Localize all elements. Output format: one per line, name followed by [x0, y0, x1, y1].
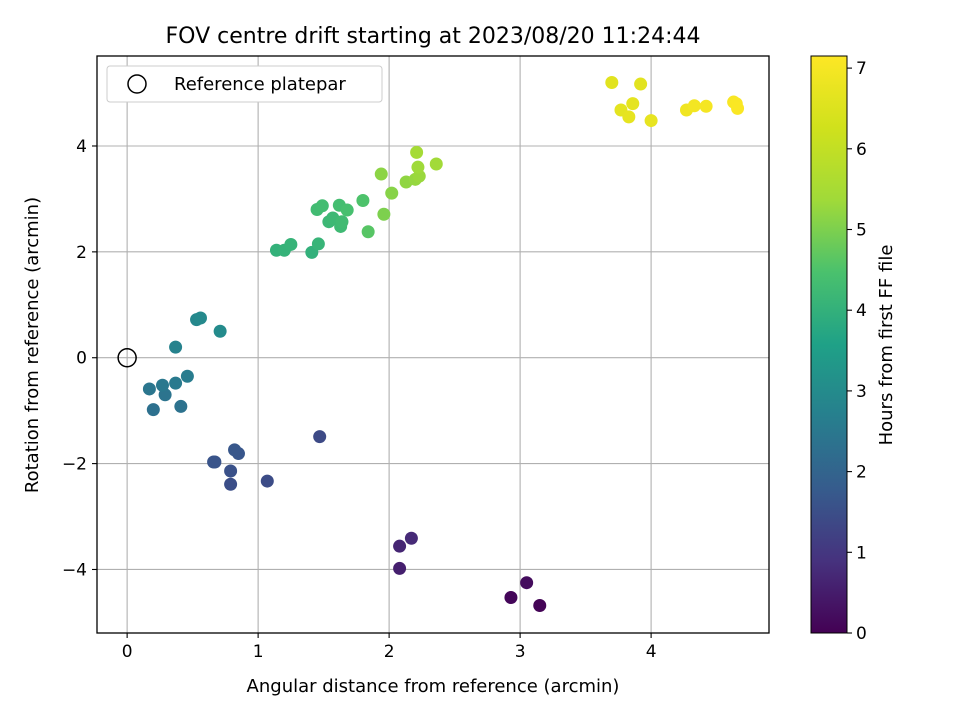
colorbar-tick-label: 3 [856, 382, 867, 402]
data-point [622, 110, 636, 124]
data-point [533, 598, 547, 612]
data-point [180, 369, 194, 383]
y-axis-ticks: −4 −2 0 2 4 [62, 137, 97, 580]
data-point [687, 99, 701, 113]
data-point [142, 382, 156, 396]
colorbar-tick-label: 4 [856, 301, 867, 321]
data-point [393, 539, 407, 553]
x-tick-label: 4 [646, 642, 657, 662]
legend-reference-icon [127, 74, 147, 94]
legend-box [106, 65, 383, 103]
y-tick-label: −4 [62, 560, 87, 580]
y-tick-label: 2 [76, 243, 87, 263]
x-tick-label: 2 [384, 642, 395, 662]
data-point [404, 531, 418, 545]
data-points [142, 75, 745, 612]
y-tick-label: 4 [76, 137, 87, 157]
x-axis-ticks: 0 1 2 3 4 [122, 633, 657, 662]
data-point [207, 455, 221, 469]
colorbar-tick-label: 2 [856, 463, 867, 483]
chart-title: FOV centre drift starting at 2023/08/20 … [166, 24, 701, 49]
data-point [228, 443, 242, 457]
data-point [155, 378, 169, 392]
data-point [377, 207, 391, 221]
data-point [284, 237, 298, 251]
data-point [340, 203, 354, 217]
colorbar-gradient [810, 55, 848, 634]
reference-platepar-marker [117, 347, 137, 368]
data-point [411, 160, 425, 174]
plot-area: 0 1 2 3 4 −4 −2 0 2 4 [62, 55, 770, 662]
colorbar-tick-label: 1 [856, 543, 867, 563]
x-tick-label: 1 [253, 642, 264, 662]
data-point [169, 340, 183, 354]
data-point [393, 561, 407, 575]
data-point [335, 215, 349, 229]
data-point [504, 591, 518, 605]
data-point [315, 199, 329, 213]
y-tick-label: 0 [76, 349, 87, 369]
data-point [429, 157, 443, 171]
data-point [731, 101, 745, 115]
data-point [213, 324, 227, 338]
x-tick-label: 3 [515, 642, 526, 662]
colorbar-tick-label: 7 [856, 59, 867, 79]
data-point [634, 77, 648, 91]
colorbar-tick-label: 5 [856, 221, 867, 241]
data-point [146, 403, 160, 417]
data-point [361, 225, 375, 239]
x-tick-label: 0 [122, 642, 133, 662]
data-point [626, 97, 640, 111]
data-point [169, 376, 183, 390]
data-point [374, 167, 388, 181]
y-axis-label: Rotation from reference (arcmin) [22, 197, 43, 493]
colorbar-ticks: 0 1 2 3 4 5 6 7 [847, 59, 867, 644]
data-point [699, 99, 713, 113]
plot-frame [96, 55, 770, 634]
data-point [644, 114, 658, 128]
data-point [385, 186, 399, 200]
colorbar-tick-label: 6 [856, 140, 867, 160]
y-tick-label: −2 [62, 455, 87, 475]
legend-label: Reference platepar [174, 74, 346, 95]
x-axis-label: Angular distance from reference (arcmin) [247, 676, 620, 697]
data-point [224, 464, 238, 478]
data-point [224, 477, 238, 491]
data-point [193, 311, 207, 325]
colorbar-label: Hours from first FF file [876, 245, 897, 446]
data-point [356, 194, 370, 208]
data-point [520, 576, 534, 590]
data-point [311, 237, 325, 251]
colorbar: 0 1 2 3 4 5 6 7 Hours from first FF file [810, 55, 897, 644]
data-point [174, 399, 188, 413]
data-point [260, 474, 274, 488]
plot-background [97, 56, 769, 633]
data-point [410, 145, 424, 159]
data-point [313, 430, 327, 444]
colorbar-tick-label: 0 [856, 624, 867, 644]
legend: Reference platepar [106, 65, 383, 103]
data-point [605, 75, 619, 89]
